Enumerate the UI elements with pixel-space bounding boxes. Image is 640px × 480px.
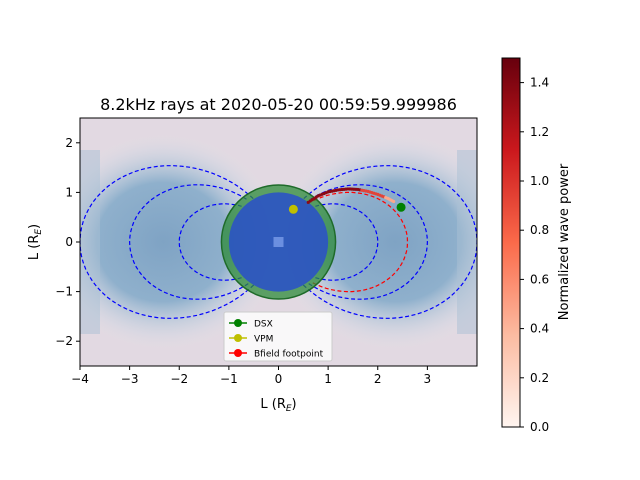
legend-dsx-label: DSX bbox=[254, 320, 273, 330]
vpm-point bbox=[288, 204, 298, 214]
colorbar bbox=[501, 57, 521, 428]
x-axis-label-sub: E bbox=[286, 404, 292, 414]
ray-path bbox=[306, 187, 396, 204]
ray-point bbox=[392, 199, 396, 204]
bfield-line bbox=[312, 191, 409, 293]
x-tick-label: −4 bbox=[71, 372, 89, 386]
x-tick-label: 0 bbox=[275, 372, 283, 386]
legend-bfield-marker bbox=[234, 349, 242, 357]
colorbar-tick-label: 0.4 bbox=[530, 322, 549, 336]
y-axis-label-end: ) bbox=[27, 224, 42, 229]
fieldline-L4-west bbox=[80, 165, 255, 319]
colorbar-tick-label: 0.2 bbox=[530, 371, 549, 385]
colorbar-tick-label: 1.0 bbox=[530, 174, 549, 188]
y-tick-label: 0 bbox=[65, 235, 73, 249]
legend: DSX VPM Bfield footpoint bbox=[223, 311, 333, 362]
x-tick-label: −1 bbox=[220, 372, 238, 386]
chart-title: 8.2kHz rays at 2020-05-20 00:59:59.99998… bbox=[100, 95, 457, 114]
legend-dsx-marker bbox=[234, 319, 242, 327]
x-axis-label: L (RE) bbox=[260, 397, 296, 414]
colorbar-tick-label: 0.0 bbox=[530, 420, 549, 434]
dsx-point bbox=[396, 202, 406, 212]
x-tick-label: −2 bbox=[170, 372, 188, 386]
colorbar-tick-label: 1.4 bbox=[530, 76, 549, 90]
colorbar-tick-label: 0.8 bbox=[530, 223, 549, 237]
legend-bfield-label: Bfield footpoint bbox=[254, 350, 324, 360]
fieldline-L3-west bbox=[128, 184, 249, 300]
y-tick-label: 1 bbox=[65, 185, 73, 199]
x-axis-label-end: ) bbox=[292, 397, 297, 412]
y-tick-label: −1 bbox=[55, 285, 73, 299]
legend-vpm-label: VPM bbox=[254, 335, 273, 345]
fieldline-L2-east bbox=[315, 203, 379, 281]
colorbar-tick-label: 0.6 bbox=[530, 272, 549, 286]
x-axis-label-main: L (R bbox=[260, 397, 285, 412]
earth-center bbox=[273, 237, 284, 247]
legend-vpm-marker bbox=[234, 334, 242, 342]
y-tick-label: −2 bbox=[55, 334, 73, 348]
y-axis-label: L (RE) bbox=[27, 224, 44, 260]
y-axis-label-main: L (R bbox=[27, 235, 42, 260]
x-tick-label: −3 bbox=[121, 372, 139, 386]
y-tick-label: 2 bbox=[65, 136, 73, 150]
x-tick-label: 2 bbox=[374, 372, 382, 386]
x-tick-label: 1 bbox=[324, 372, 332, 386]
fieldline-L4-east bbox=[302, 165, 477, 319]
density-background bbox=[80, 118, 477, 366]
colorbar-tick-label: 1.2 bbox=[530, 125, 549, 139]
y-axis-label-sub: E bbox=[34, 229, 44, 235]
legend-box bbox=[223, 311, 333, 362]
x-tick-label: 3 bbox=[424, 372, 432, 386]
fieldline-L2-west bbox=[178, 203, 242, 281]
fieldline-L3-east bbox=[308, 184, 429, 300]
colorbar-label: Normalized wave power bbox=[557, 163, 572, 320]
